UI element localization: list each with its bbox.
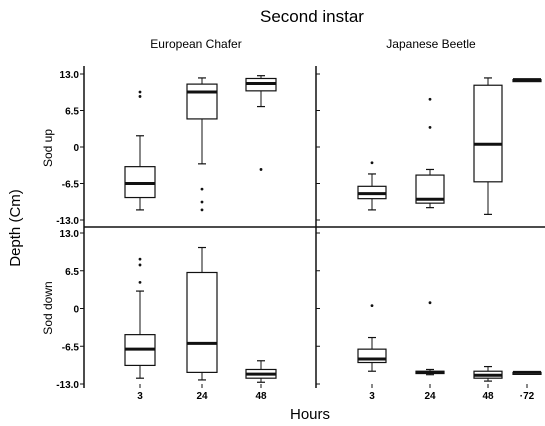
y-tick-label: 13.0 <box>60 229 80 240</box>
x-tick-label: 48 <box>482 391 494 402</box>
plot-area: 13.0 6.5 0 -6.5 -13.0 13.0 6.5 0 -6.5 -13.0 3 24 48 3… <box>56 66 545 402</box>
row-label-sod-up: Sod up <box>41 129 55 167</box>
outlier-point <box>259 168 263 171</box>
outlier-point <box>428 125 432 129</box>
box-iqr <box>186 271 218 373</box>
outlier-point <box>428 97 432 101</box>
y-tick-label: 13.0 <box>60 70 80 81</box>
y-tick-label: -6.5 <box>62 342 80 353</box>
box-iqr <box>186 83 218 120</box>
x-tick-label: 3 <box>137 391 143 402</box>
y-axis-title: Depth (Cm) <box>7 189 24 267</box>
y-tick-label: 0 <box>73 143 79 154</box>
row-label-sod-down: Sod down <box>41 281 55 334</box>
outlier-point <box>428 301 432 305</box>
outlier-point <box>370 161 374 165</box>
y-tick-label: 0 <box>73 305 79 316</box>
column-label-european-chafer: European Chafer <box>150 37 241 51</box>
outlier-point <box>200 208 204 212</box>
outlier-point <box>370 304 374 307</box>
y-tick-label: -13.0 <box>56 380 79 391</box>
x-tick-label: 48 <box>255 391 267 402</box>
outlier-point <box>138 90 142 94</box>
outlier-point <box>200 187 204 191</box>
outlier-point <box>138 263 142 267</box>
outlier-point <box>138 280 142 284</box>
x-tick-label: 3 <box>369 391 375 402</box>
box-iqr <box>473 84 503 183</box>
y-tick-label: -6.5 <box>62 180 80 191</box>
x-tick-label: ·72 <box>520 391 535 402</box>
x-tick-label: 24 <box>424 391 436 402</box>
x-tick-label: 24 <box>196 391 208 402</box>
column-label-japanese-beetle: Japanese Beetle <box>386 37 476 51</box>
x-axis-title: Hours <box>290 406 330 423</box>
outlier-point <box>200 200 204 204</box>
y-tick-label: 6.5 <box>65 267 79 278</box>
outlier-point <box>138 95 142 98</box>
chart-title: Second instar <box>260 7 364 26</box>
outlier-point <box>138 257 142 261</box>
y-tick-label: -13.0 <box>56 216 79 227</box>
y-tick-label: 6.5 <box>65 107 79 118</box>
